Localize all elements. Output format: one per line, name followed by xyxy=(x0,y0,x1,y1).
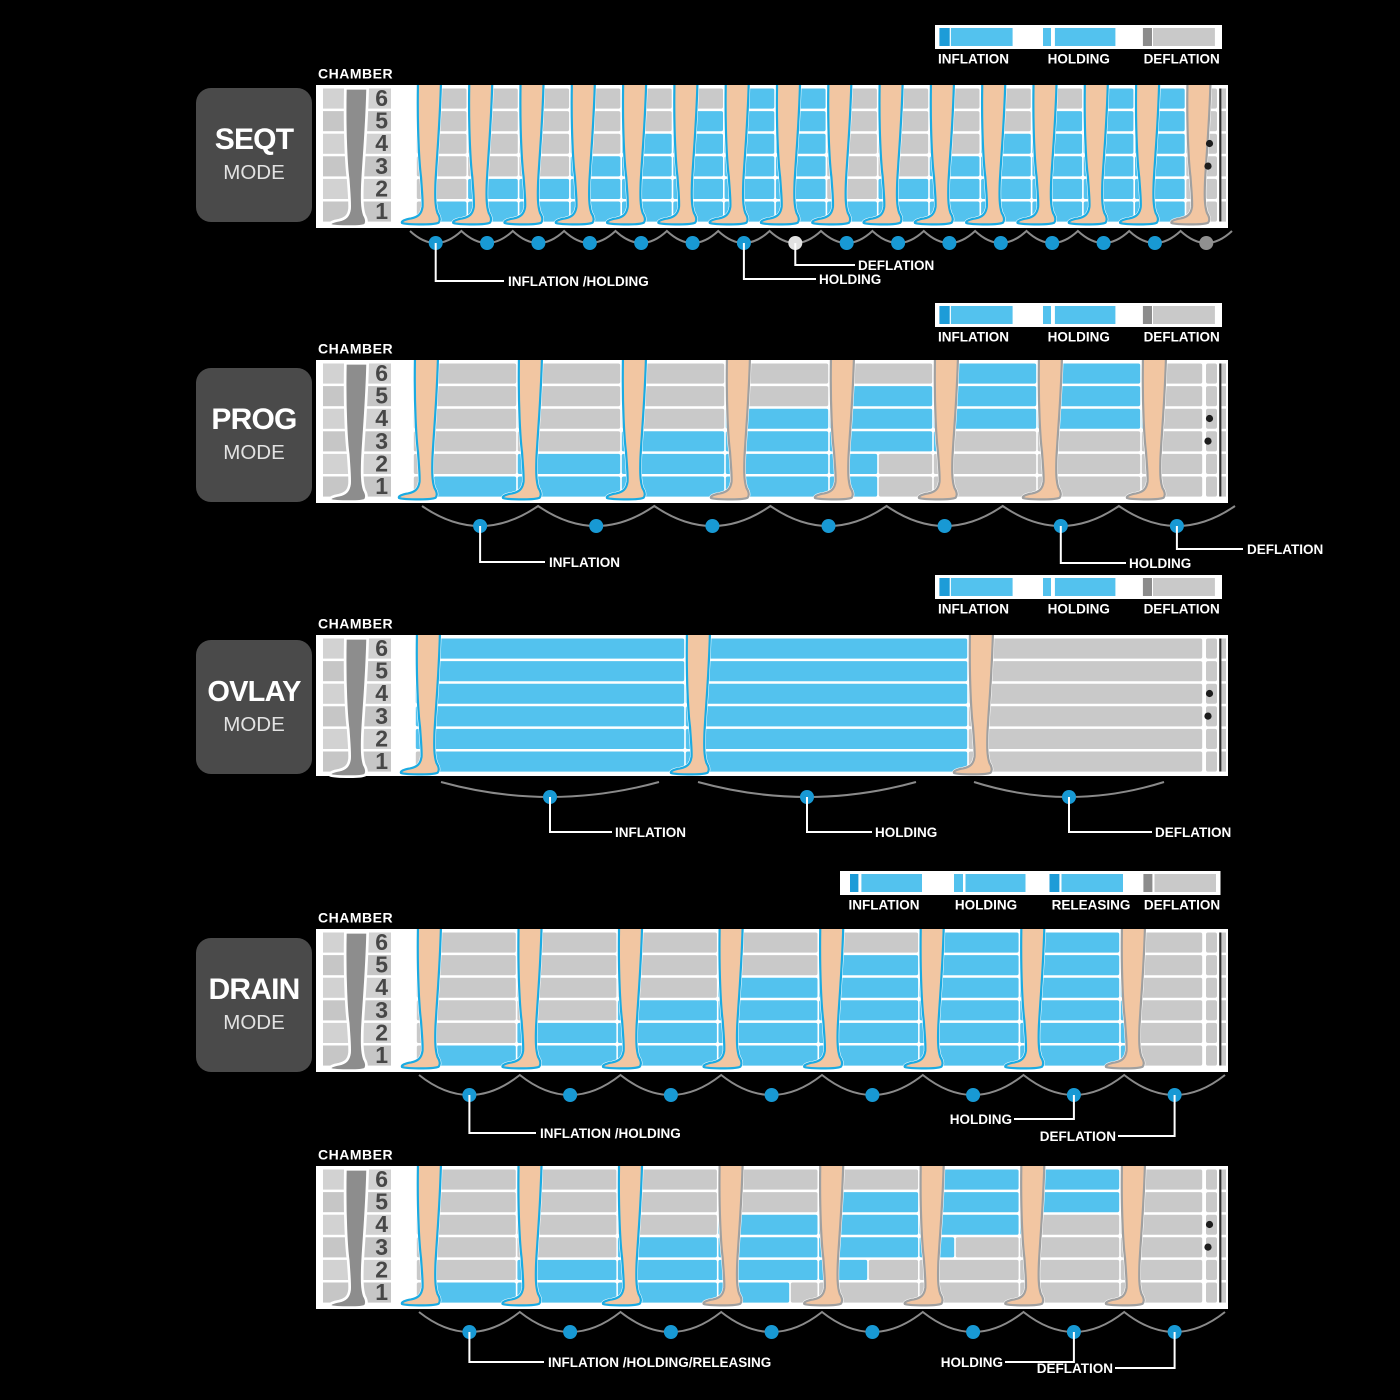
svg-text:INFLATION: INFLATION xyxy=(938,602,1009,617)
svg-text:5: 5 xyxy=(375,658,388,684)
svg-text:1: 1 xyxy=(375,198,388,224)
svg-text:HOLDING: HOLDING xyxy=(1048,52,1110,67)
svg-text:2: 2 xyxy=(375,1019,388,1045)
svg-text:DEFLATION: DEFLATION xyxy=(1037,1361,1113,1376)
svg-text:INFLATION /HOLDING/RELEASING: INFLATION /HOLDING/RELEASING xyxy=(548,1355,771,1370)
svg-text:DEFLATION: DEFLATION xyxy=(1144,330,1220,345)
svg-text:4: 4 xyxy=(375,974,388,1000)
svg-text:INFLATION: INFLATION xyxy=(615,825,686,840)
svg-text:DEFLATION: DEFLATION xyxy=(1155,825,1231,840)
svg-text:4: 4 xyxy=(375,680,388,706)
svg-text:HOLDING: HOLDING xyxy=(941,1355,1003,1370)
svg-text:CHAMBER: CHAMBER xyxy=(318,341,393,357)
svg-text:3: 3 xyxy=(375,1234,388,1260)
svg-text:INFLATION /HOLDING: INFLATION /HOLDING xyxy=(508,274,649,289)
svg-text:2: 2 xyxy=(375,175,388,201)
svg-text:2: 2 xyxy=(375,1256,388,1282)
svg-text:HOLDING: HOLDING xyxy=(955,898,1017,913)
svg-text:HOLDING: HOLDING xyxy=(1129,556,1191,571)
svg-text:CHAMBER: CHAMBER xyxy=(318,910,393,926)
svg-text:5: 5 xyxy=(375,383,388,409)
svg-text:MODE: MODE xyxy=(223,161,285,184)
svg-text:MODE: MODE xyxy=(223,441,285,464)
svg-text:DEFLATION: DEFLATION xyxy=(858,258,934,273)
svg-text:DEFLATION: DEFLATION xyxy=(1040,1129,1116,1144)
svg-text:PROG: PROG xyxy=(211,403,296,436)
svg-text:MODE: MODE xyxy=(223,713,285,736)
svg-text:DEFLATION: DEFLATION xyxy=(1144,602,1220,617)
svg-text:INFLATION: INFLATION xyxy=(938,52,1009,67)
svg-text:2: 2 xyxy=(375,725,388,751)
svg-text:5: 5 xyxy=(375,952,388,978)
svg-text:DEFLATION: DEFLATION xyxy=(1144,898,1220,913)
svg-text:CHAMBER: CHAMBER xyxy=(318,66,393,82)
svg-text:3: 3 xyxy=(375,428,388,454)
svg-text:HOLDING: HOLDING xyxy=(1048,330,1110,345)
svg-text:SEQT: SEQT xyxy=(215,123,294,156)
svg-text:DEFLATION: DEFLATION xyxy=(1247,542,1323,557)
svg-text:HOLDING: HOLDING xyxy=(1048,602,1110,617)
svg-text:CHAMBER: CHAMBER xyxy=(318,1147,393,1163)
svg-text:DRAIN: DRAIN xyxy=(209,973,300,1006)
svg-text:HOLDING: HOLDING xyxy=(819,272,881,287)
svg-text:INFLATION: INFLATION xyxy=(549,555,620,570)
svg-text:3: 3 xyxy=(375,997,388,1023)
svg-text:INFLATION /HOLDING: INFLATION /HOLDING xyxy=(540,1126,681,1141)
svg-text:1: 1 xyxy=(375,1279,388,1305)
svg-text:RELEASING: RELEASING xyxy=(1052,898,1131,913)
svg-text:5: 5 xyxy=(375,108,388,134)
svg-text:HOLDING: HOLDING xyxy=(950,1112,1012,1127)
svg-text:3: 3 xyxy=(375,153,388,179)
svg-text:6: 6 xyxy=(375,929,388,955)
svg-text:OVLAY: OVLAY xyxy=(207,676,301,708)
svg-text:1: 1 xyxy=(375,473,388,499)
svg-text:1: 1 xyxy=(375,748,388,774)
svg-text:1: 1 xyxy=(375,1042,388,1068)
svg-text:INFLATION: INFLATION xyxy=(849,898,920,913)
svg-text:6: 6 xyxy=(375,85,388,111)
svg-text:5: 5 xyxy=(375,1189,388,1215)
svg-text:6: 6 xyxy=(375,1166,388,1192)
svg-text:2: 2 xyxy=(375,450,388,476)
svg-text:6: 6 xyxy=(375,360,388,386)
svg-text:MODE: MODE xyxy=(223,1011,285,1034)
svg-text:4: 4 xyxy=(375,405,388,431)
svg-text:4: 4 xyxy=(375,1211,388,1237)
svg-text:DEFLATION: DEFLATION xyxy=(1144,52,1220,67)
svg-text:CHAMBER: CHAMBER xyxy=(318,616,393,632)
svg-text:4: 4 xyxy=(375,130,388,156)
svg-text:6: 6 xyxy=(375,635,388,661)
svg-text:HOLDING: HOLDING xyxy=(875,825,937,840)
svg-text:3: 3 xyxy=(375,703,388,729)
svg-text:INFLATION: INFLATION xyxy=(938,330,1009,345)
